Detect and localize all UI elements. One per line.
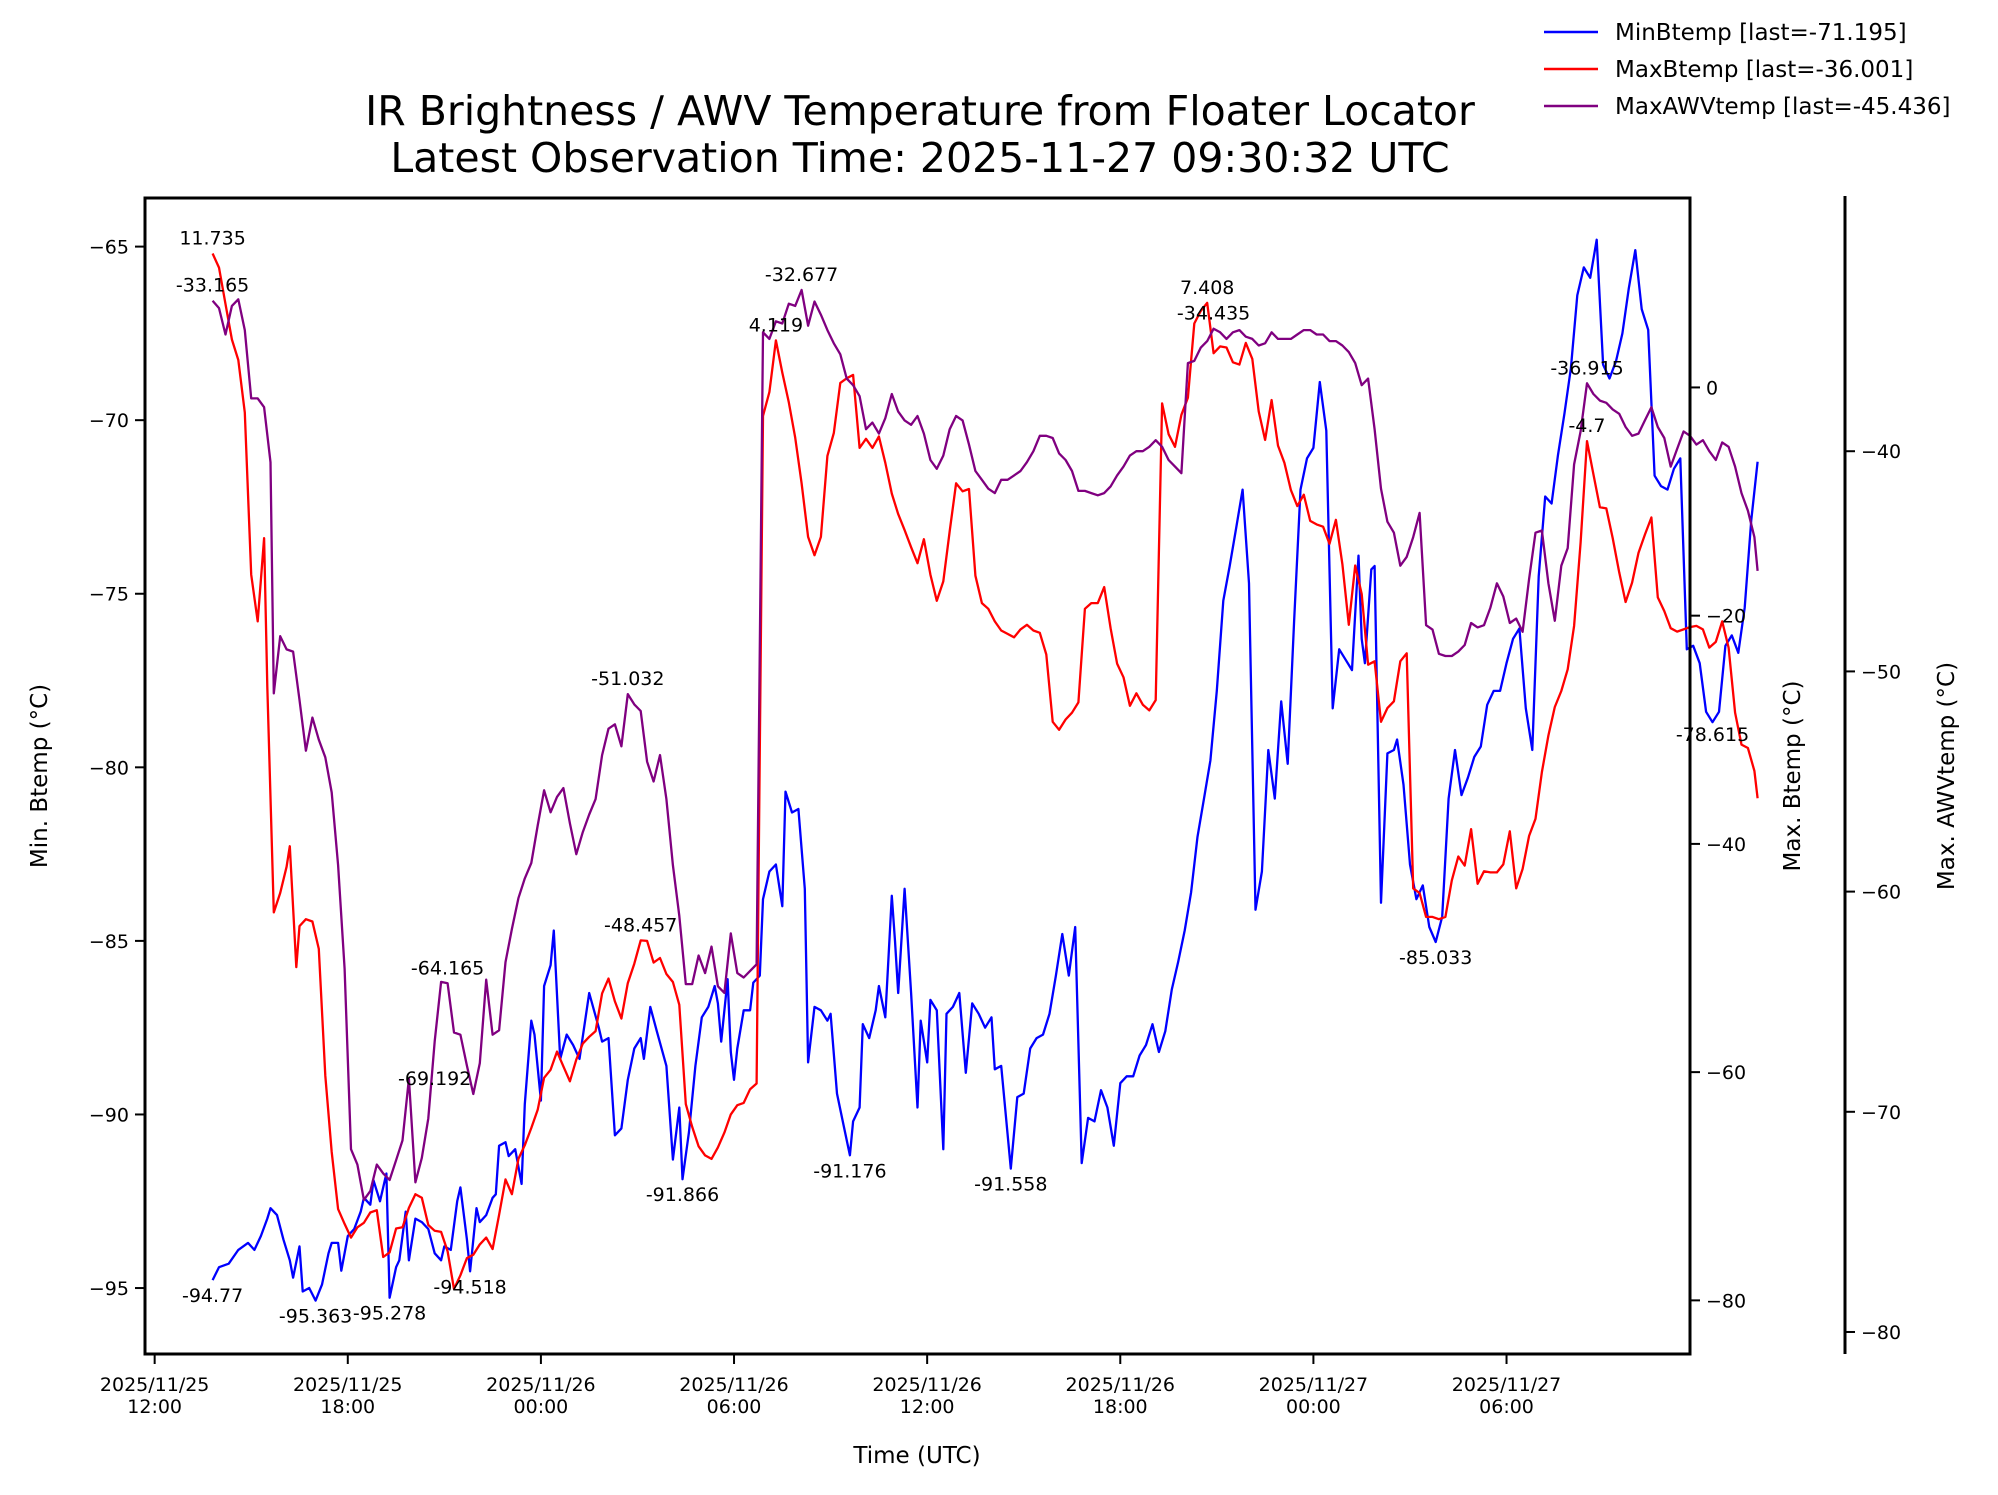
x-tick-time: 12:00 bbox=[900, 1396, 955, 1418]
x-tick-time: 18:00 bbox=[1093, 1396, 1148, 1418]
x-tick-date: 2025/11/25 bbox=[100, 1374, 210, 1396]
x-tick-time: 06:00 bbox=[1479, 1396, 1534, 1418]
series-line-minbtemp bbox=[211, 238, 1759, 1302]
min-axis-tick-label: −75 bbox=[89, 584, 129, 606]
min-axis-tick-label: −65 bbox=[89, 237, 129, 259]
min-axis-tick-label: −90 bbox=[89, 1104, 129, 1126]
x-tick-time: 00:00 bbox=[1286, 1396, 1341, 1418]
series-line-maxbtemp bbox=[211, 253, 1759, 1291]
data-label: -48.457 bbox=[604, 914, 677, 936]
data-label: 4.119 bbox=[749, 314, 803, 336]
min-axis-tick-label: −80 bbox=[89, 757, 129, 779]
x-tick-time: 06:00 bbox=[707, 1396, 762, 1418]
awv-axis-tick-label: −50 bbox=[1861, 661, 1901, 683]
awv-axis-label: Max. AWVtemp (°C) bbox=[1934, 662, 1960, 890]
data-label: -95.363 bbox=[279, 1306, 352, 1328]
x-tick-time: 18:00 bbox=[320, 1396, 375, 1418]
x-axis-ticks: 2025/11/2512:002025/11/2518:002025/11/26… bbox=[100, 1354, 1561, 1418]
max-axis-tick-label: −40 bbox=[1706, 834, 1746, 856]
awv-axis-tick-label: −40 bbox=[1861, 441, 1901, 463]
x-tick-date: 2025/11/27 bbox=[1452, 1374, 1562, 1396]
x-tick-date: 2025/11/25 bbox=[293, 1374, 403, 1396]
min-axis-tick-label: −95 bbox=[89, 1278, 129, 1300]
min-axis-tick-label: −70 bbox=[89, 410, 129, 432]
awv-axis-tick-label: −60 bbox=[1861, 882, 1901, 904]
max-axis-tick-label: −60 bbox=[1706, 1062, 1746, 1084]
data-label: -95.278 bbox=[353, 1303, 426, 1325]
max-axis-tick-label: −80 bbox=[1706, 1290, 1746, 1312]
chart-title: IR Brightness / AWV Temperature from Flo… bbox=[365, 87, 1475, 135]
min-axis-tick-label: −85 bbox=[89, 931, 129, 953]
x-tick-date: 2025/11/26 bbox=[1066, 1374, 1176, 1396]
series-layer bbox=[211, 238, 1759, 1302]
data-label: -85.033 bbox=[1399, 947, 1472, 969]
data-label: -91.176 bbox=[813, 1160, 886, 1182]
awv-axis-tick-label: −80 bbox=[1861, 1322, 1901, 1344]
data-label: -36.915 bbox=[1550, 357, 1623, 379]
data-label: -94.518 bbox=[433, 1276, 506, 1298]
data-label: -33.165 bbox=[176, 275, 249, 297]
min-btemp-axis-label: Min. Btemp (°C) bbox=[27, 684, 53, 868]
series-line-maxawvtemp bbox=[211, 288, 1759, 1202]
legend: MinBtemp [last=-71.195] MaxBtemp [last=-… bbox=[1544, 20, 1950, 120]
data-label: -34.435 bbox=[1177, 303, 1250, 325]
data-label: 7.408 bbox=[1180, 277, 1234, 299]
data-label: -94.77 bbox=[182, 1285, 243, 1307]
data-label: -91.558 bbox=[974, 1174, 1047, 1196]
data-label: -4.7 bbox=[1568, 415, 1605, 437]
max-axis-tick-label: −20 bbox=[1706, 606, 1746, 628]
data-label: -64.165 bbox=[411, 957, 484, 979]
data-label: -51.032 bbox=[591, 668, 664, 690]
x-tick-time: 00:00 bbox=[514, 1396, 569, 1418]
x-tick-date: 2025/11/26 bbox=[679, 1374, 789, 1396]
awv-axis-ticks: −40 −50 −60 −70 −80 bbox=[1845, 441, 1901, 1344]
min-btemp-axis-ticks: −65 −70 −75 −80 −85 −90 −95 bbox=[89, 237, 145, 1300]
data-label: -78.615 bbox=[1676, 724, 1749, 746]
x-axis-label: Time (UTC) bbox=[852, 1443, 980, 1469]
data-label: -91.866 bbox=[646, 1184, 719, 1206]
max-btemp-axis-label: Max. Btemp (°C) bbox=[1780, 681, 1806, 872]
max-btemp-axis-ticks: 0 −20 −40 −60 −80 bbox=[1690, 377, 1746, 1312]
legend-entry-minbtemp: MinBtemp [last=-71.195] bbox=[1615, 20, 1907, 46]
chart-subtitle: Latest Observation Time: 2025-11-27 09:3… bbox=[390, 134, 1449, 182]
data-label: -69.192 bbox=[398, 1068, 471, 1090]
x-tick-time: 12:00 bbox=[127, 1396, 182, 1418]
plot-frame bbox=[143, 196, 1692, 1356]
legend-entry-maxbtemp: MaxBtemp [last=-36.001] bbox=[1615, 57, 1913, 83]
x-tick-date: 2025/11/26 bbox=[486, 1374, 596, 1396]
legend-entry-maxawvtemp: MaxAWVtemp [last=-45.436] bbox=[1615, 94, 1950, 120]
data-label: -32.677 bbox=[765, 264, 838, 286]
annotation-layer: 11.735 -33.165 -94.77 -95.363 -95.278 -64.165… bbox=[176, 228, 1749, 1328]
max-axis-tick-label: 0 bbox=[1706, 377, 1718, 399]
data-label: 11.735 bbox=[179, 228, 245, 250]
x-tick-date: 2025/11/26 bbox=[872, 1374, 982, 1396]
awv-axis-tick-label: −70 bbox=[1861, 1102, 1901, 1124]
x-tick-date: 2025/11/27 bbox=[1259, 1374, 1369, 1396]
